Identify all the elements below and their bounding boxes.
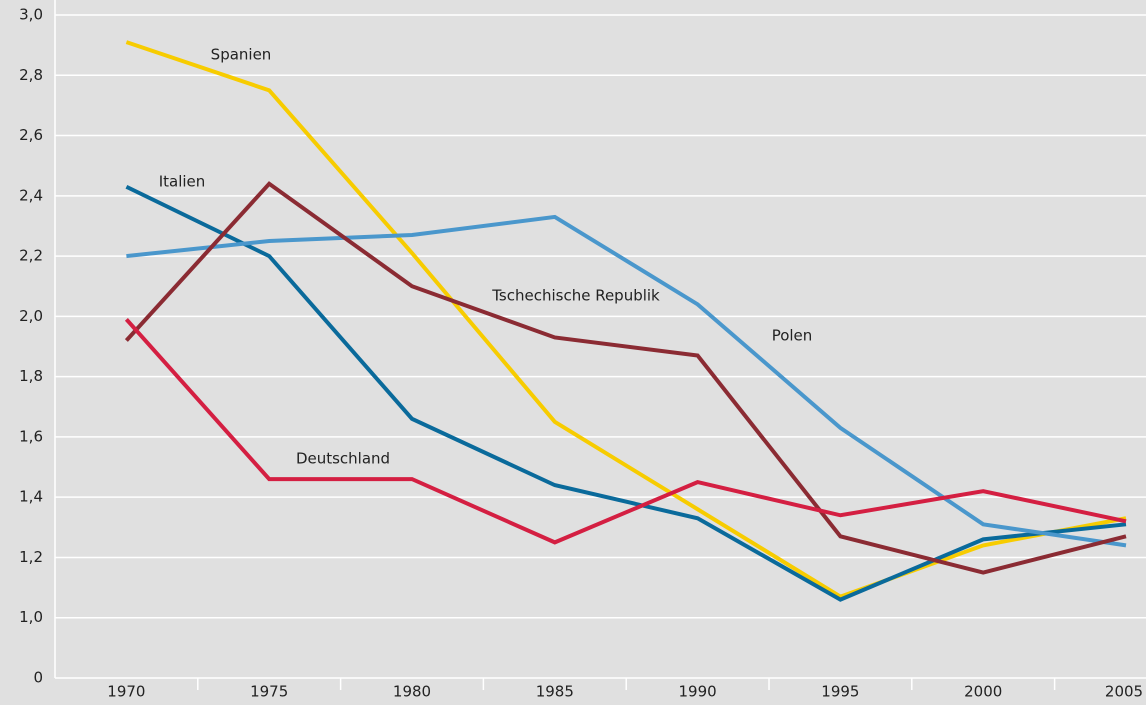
y-tick-label: 2,2 bbox=[19, 247, 43, 265]
x-tick-label: 1995 bbox=[821, 683, 859, 701]
x-tick-label: 2005 bbox=[1105, 683, 1143, 701]
y-tick-label: 0 bbox=[33, 669, 43, 687]
y-tick-label: 2,4 bbox=[19, 186, 43, 204]
x-tick-label: 1990 bbox=[679, 683, 717, 701]
series-label: Deutschland bbox=[296, 450, 390, 468]
y-tick-label: 1,2 bbox=[19, 548, 43, 566]
y-tick-label: 1,0 bbox=[19, 608, 43, 626]
series-label: Spanien bbox=[211, 46, 272, 64]
y-tick-label: 2,8 bbox=[19, 66, 43, 84]
x-tick-label: 2000 bbox=[964, 683, 1002, 701]
y-tick-label: 1,8 bbox=[19, 367, 43, 385]
y-tick-label: 1,4 bbox=[19, 488, 43, 506]
x-tick-label: 1985 bbox=[536, 683, 574, 701]
y-tick-label: 2,6 bbox=[19, 126, 43, 144]
series-line bbox=[124, 181, 1127, 575]
x-tick-label: 1975 bbox=[250, 683, 288, 701]
x-tick-label: 1980 bbox=[393, 683, 431, 701]
y-tick-label: 1,6 bbox=[19, 427, 43, 445]
y-tick-label: 2,0 bbox=[19, 307, 43, 325]
series-label: Polen bbox=[772, 327, 813, 345]
series-line bbox=[126, 214, 1127, 548]
series-label: Italien bbox=[159, 173, 206, 191]
series-label: Tschechische Republik bbox=[491, 287, 660, 305]
x-tick-label: 1970 bbox=[107, 683, 145, 701]
y-tick-label: 3,0 bbox=[19, 6, 43, 24]
series-line bbox=[125, 184, 1127, 602]
series-line bbox=[125, 40, 1127, 599]
series-line bbox=[124, 318, 1127, 545]
